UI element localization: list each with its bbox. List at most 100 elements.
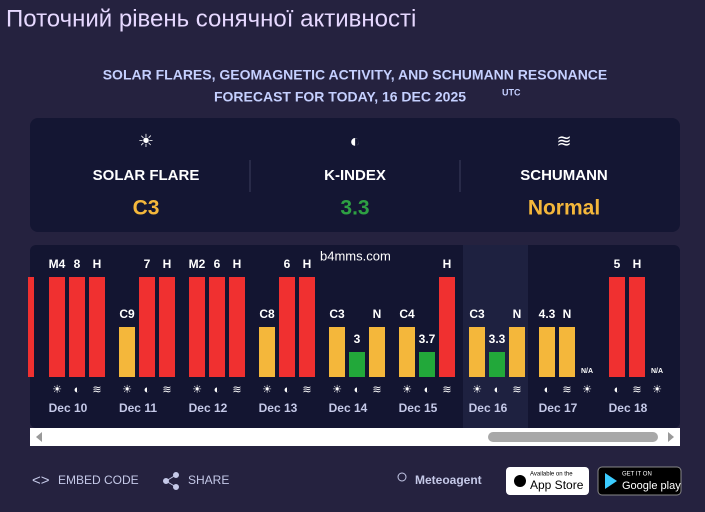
subtitle-unit: UTC xyxy=(502,87,521,97)
subtitle: SOLAR FLARES, GEOMAGNETIC ACTIVITY, AND … xyxy=(103,67,608,83)
bar xyxy=(49,277,65,377)
bar xyxy=(209,277,225,377)
bar-label: M4 xyxy=(49,257,66,271)
bar xyxy=(299,277,315,377)
bar-label: C3 xyxy=(329,307,345,321)
appstore-button[interactable] xyxy=(506,467,589,495)
bar-label: 3.7 xyxy=(419,332,436,346)
bar xyxy=(349,352,365,377)
day-label: Dec 10 xyxy=(49,401,88,415)
day-label: Dec 14 xyxy=(329,401,368,415)
bar-icon: ☀ xyxy=(122,384,132,396)
day-label: Dec 15 xyxy=(399,401,438,415)
summary-icon: ≋ xyxy=(556,131,571,151)
watermark: b4mms.com xyxy=(320,248,391,263)
bar-icon: ◐ xyxy=(214,384,221,396)
bar-label: C3 xyxy=(469,307,485,321)
bar-label: N/A xyxy=(651,368,663,375)
summary-value: 3.3 xyxy=(340,197,369,220)
bar-label: 3.3 xyxy=(489,332,506,346)
bar-icon: ☀ xyxy=(52,384,62,396)
apple-icon xyxy=(514,475,526,487)
title: Поточний рівень сонячної активності xyxy=(6,5,416,32)
gplay-icon xyxy=(605,473,617,489)
bar-icon: ◐ xyxy=(284,384,291,396)
day-label: Dec 17 xyxy=(539,401,578,415)
day-label: Dec 13 xyxy=(259,401,298,415)
scroll-right[interactable] xyxy=(668,432,674,442)
bar-icon: ≋ xyxy=(442,384,451,396)
summary-icon: ◐ xyxy=(350,131,361,151)
day-label: Dec 16 xyxy=(469,401,508,415)
bar-label: 8 xyxy=(74,257,81,271)
summary-panel xyxy=(30,118,680,232)
scroll-thumb[interactable] xyxy=(488,432,658,442)
bar-icon: ≋ xyxy=(372,384,381,396)
bar xyxy=(369,327,385,377)
summary-label: K-INDEX xyxy=(324,167,386,184)
bar xyxy=(489,352,505,377)
bar xyxy=(609,277,625,377)
embed-button[interactable]: EMBED CODE xyxy=(58,473,139,487)
bar-label: C8 xyxy=(259,307,275,321)
bar xyxy=(229,277,245,377)
summary-icon: ☀ xyxy=(138,131,154,151)
bar-icon: ◐ xyxy=(614,384,621,396)
bar-icon: ≋ xyxy=(92,384,101,396)
bar-icon: ≋ xyxy=(232,384,241,396)
share-button[interactable]: SHARE xyxy=(188,473,229,487)
bar-icon: ◐ xyxy=(144,384,151,396)
summary-value: C3 xyxy=(133,197,160,220)
scroll-left[interactable] xyxy=(36,432,42,442)
bar-icon: ☀ xyxy=(192,384,202,396)
bar-icon: ☀ xyxy=(262,384,272,396)
bar xyxy=(279,277,295,377)
gplay-label: Google play xyxy=(622,480,681,492)
appstore-small: Available on the xyxy=(530,472,573,478)
bar xyxy=(469,327,485,377)
bar xyxy=(509,327,525,377)
bar-label: H xyxy=(303,257,312,271)
bar-label: H xyxy=(233,257,242,271)
bar-label: 6 xyxy=(284,257,291,271)
bar xyxy=(559,327,575,377)
bar-label: 6 xyxy=(214,257,221,271)
bar-label: 7 xyxy=(144,257,151,271)
bar xyxy=(439,277,455,377)
bar-label: C4 xyxy=(399,307,415,321)
bar xyxy=(69,277,85,377)
bar xyxy=(329,327,345,377)
bar-label: N xyxy=(373,307,382,321)
summary-value: Normal xyxy=(528,197,600,220)
bar-label: C9 xyxy=(119,307,135,321)
bar xyxy=(419,352,435,377)
bar-icon: ◐ xyxy=(74,384,81,396)
bar-label: H xyxy=(93,257,102,271)
bar-icon: ◐ xyxy=(354,384,361,396)
gplay-button[interactable] xyxy=(597,466,682,496)
partial-bar xyxy=(28,277,34,377)
bar xyxy=(189,277,205,377)
bar-icon: ◐ xyxy=(544,384,551,396)
bar xyxy=(119,327,135,377)
bar-label: H xyxy=(633,257,642,271)
bar-icon: ☀ xyxy=(582,384,592,396)
bar-icon: ☀ xyxy=(332,384,342,396)
bar-icon: ☀ xyxy=(402,384,412,396)
bar-icon: ≋ xyxy=(562,384,571,396)
embed-icon: <> xyxy=(32,472,50,489)
bar-icon: ☀ xyxy=(472,384,482,396)
bar xyxy=(629,277,645,377)
brand[interactable]: Meteoagent xyxy=(415,473,482,487)
gplay-small: GET IT ON xyxy=(622,472,652,478)
bar-icon: ◐ xyxy=(424,384,431,396)
bar-label: M2 xyxy=(189,257,206,271)
bar xyxy=(89,277,105,377)
day-label: Dec 12 xyxy=(189,401,228,415)
bar-icon: ◐ xyxy=(494,384,501,396)
appstore-label: App Store xyxy=(530,478,584,492)
bar xyxy=(399,327,415,377)
brand-icon xyxy=(397,472,407,482)
bar-label: N/A xyxy=(581,368,593,375)
